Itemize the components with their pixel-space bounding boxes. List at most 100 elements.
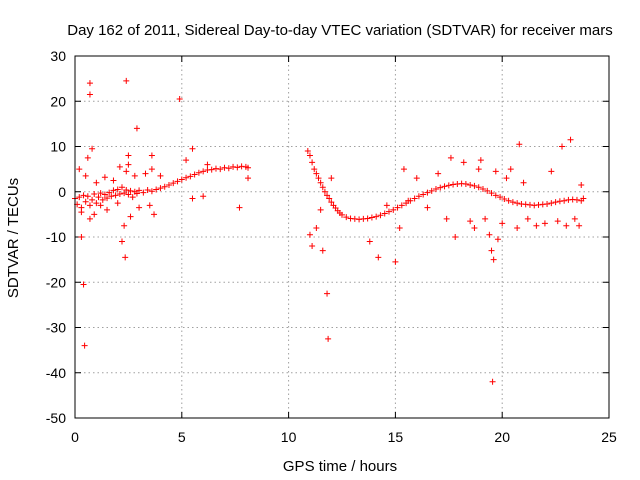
data-point [183,174,190,181]
data-points [72,77,587,385]
data-point [91,211,98,218]
data-point [89,196,96,203]
data-point [104,195,111,202]
data-point [191,171,198,178]
data-point [428,187,435,194]
data-point [76,166,83,173]
data-point [488,190,495,197]
data-point [573,196,580,203]
data-point [82,172,89,179]
data-point [313,170,320,177]
data-point [148,152,155,159]
data-point [101,174,108,181]
data-point [183,157,190,164]
data-point [503,175,510,182]
data-point [76,194,83,201]
data-point [373,213,380,220]
data-point [136,204,143,211]
data-point [86,215,93,222]
data-point [306,231,313,238]
data-point [133,125,140,132]
data-point [86,91,93,98]
y-tick-label: 30 [50,48,66,64]
data-point [170,180,177,187]
data-point [204,161,211,168]
data-point [413,175,420,182]
data-point [576,222,583,229]
data-point [157,185,164,192]
data-point [482,215,489,222]
data-point [127,213,134,220]
x-tick-label: 5 [178,429,186,445]
y-tick-label: 10 [50,139,66,155]
data-point [494,236,501,243]
data-point [174,178,181,185]
data-point [121,222,128,229]
data-point [385,208,392,215]
data-point [161,183,168,190]
data-point [148,166,155,173]
data-point [304,148,311,155]
data-point [398,202,405,209]
data-point [471,224,478,231]
data-point [123,77,130,84]
data-point [328,199,335,206]
data-point [245,164,252,171]
data-point [499,220,506,227]
x-tick-label: 20 [494,429,510,445]
data-point [559,143,566,150]
y-tick-label: -40 [46,365,66,381]
data-point [544,200,551,207]
data-point [328,175,335,182]
data-point [84,193,91,200]
data-point [324,192,331,199]
data-point [567,136,574,143]
y-tick-label: 0 [58,184,66,200]
data-point [315,175,322,182]
data-point [580,195,587,202]
data-point [91,191,98,198]
axis-ticks: 0 5 10 15 20 25 -50 -40 -30 -20 -10 0 10 20 30 [46,48,617,445]
data-point [317,179,324,186]
data-point [97,202,104,209]
data-point [479,186,486,193]
x-axis-label: GPS time / hours [283,458,397,475]
data-point [125,152,132,159]
data-point [548,168,555,175]
data-point [118,238,125,245]
data-point [325,335,332,342]
data-point [554,218,561,225]
data-point [311,166,318,173]
data-point [89,145,96,152]
data-point [492,168,499,175]
data-point [415,193,422,200]
data-point [80,192,87,199]
data-point [116,191,123,198]
data-point [368,214,375,221]
data-point [131,172,138,179]
data-point [142,170,149,177]
data-point [81,342,88,349]
data-point [400,166,407,173]
data-point [460,159,467,166]
data-point [165,181,172,188]
x-tick-label: 0 [71,429,79,445]
data-point [489,378,496,385]
data-point [443,215,450,222]
data-point [306,152,313,159]
data-point [390,206,397,213]
data-point [516,141,523,148]
data-point [189,195,196,202]
data-point [381,210,388,217]
data-point [366,238,373,245]
data-point [548,200,555,207]
data-point [467,181,474,188]
data-point [339,211,345,218]
data-point [95,194,102,201]
y-tick-label: -50 [46,410,66,426]
plot-frame [74,55,610,419]
data-point [326,195,333,202]
y-tick-label: -10 [46,229,66,245]
data-point [563,222,570,229]
